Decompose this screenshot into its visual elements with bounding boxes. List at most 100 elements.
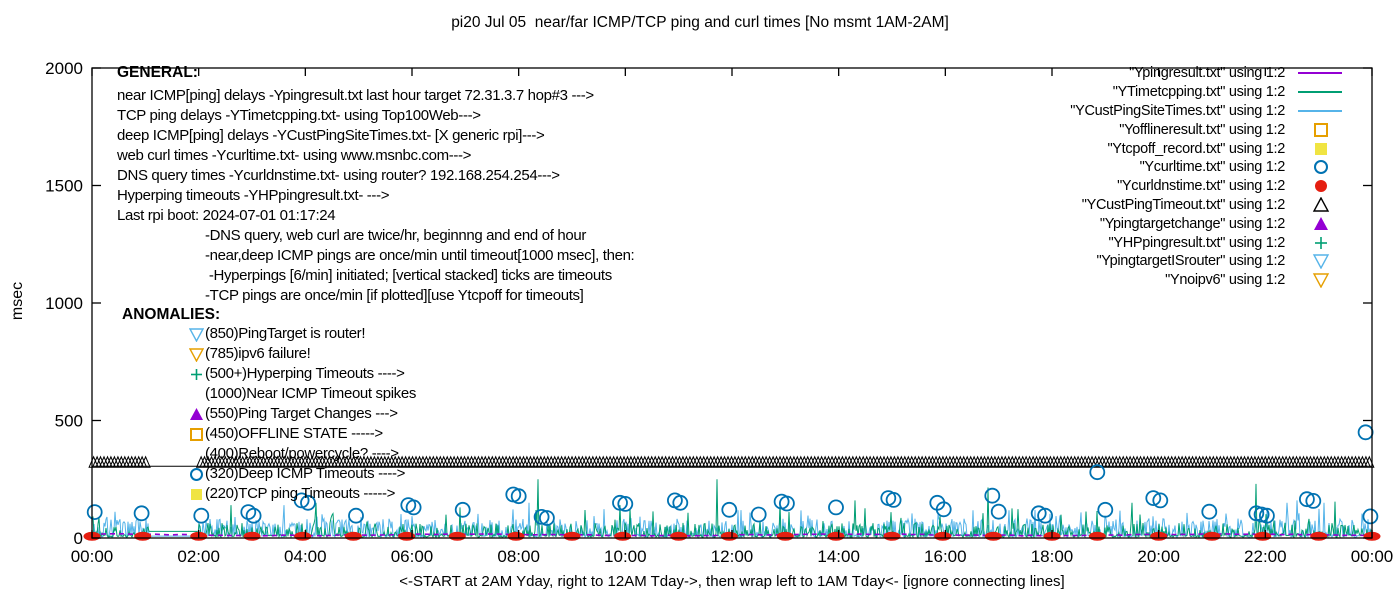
- dns-time-point: [670, 531, 688, 541]
- anomaly-item: (450)OFFLINE STATE ----->: [189, 424, 416, 444]
- curl-time-point: [990, 503, 1007, 520]
- x-tick-label: 06:00: [391, 547, 434, 566]
- legend-label: "YHPpingresult.txt" using 1:2: [1108, 234, 1286, 251]
- plus-icon: [1315, 236, 1327, 249]
- dns-time-point: [827, 531, 845, 541]
- filled-square-icon: [191, 488, 202, 500]
- curl-time-point: [984, 487, 1001, 504]
- open-triangle-down-icon: [189, 347, 204, 362]
- filled-circle-icon: [1315, 180, 1327, 193]
- legend-sample: [1293, 122, 1349, 138]
- curl-time-point: [1357, 424, 1374, 441]
- legend-entry: "Yofflineresult.txt" using 1:2: [1030, 120, 1349, 139]
- legend-sample: [1293, 178, 1349, 194]
- anomaly-icon-cell: [189, 467, 205, 482]
- open-triangle-down-icon: [189, 327, 204, 342]
- open-square-icon: [190, 427, 203, 441]
- anomaly-text: (220)TCP ping Timeouts ----->: [205, 485, 396, 502]
- dns-time-point: [776, 531, 794, 541]
- x-tick-label: 02:00: [177, 547, 220, 566]
- legend-sample: [1293, 65, 1349, 81]
- curl-time-point: [133, 505, 150, 522]
- x-axis-caption: <-START at 2AM Yday, right to 12AM Tday-…: [399, 573, 1065, 590]
- legend-label: "Ytcpoff_record.txt" using 1:2: [1107, 140, 1285, 157]
- x-tick-label: 22:00: [1244, 547, 1287, 566]
- y-tick-label: 0: [74, 529, 83, 548]
- general-line: DNS query times -Ycurldnstime.txt- using…: [117, 167, 560, 184]
- legend-sample: [1293, 272, 1349, 289]
- dns-time-point: [614, 531, 632, 541]
- legend-sample: [1293, 216, 1349, 232]
- curl-time-point: [1305, 492, 1322, 509]
- legend-label: "YTimetcpping.txt" using 1:2: [1112, 84, 1286, 101]
- general-lines: near ICMP[ping] delays -Ypingresult.txt …: [117, 86, 594, 226]
- legend-label: "YCustPingTimeout.txt" using 1:2: [1081, 196, 1286, 213]
- curl-time-point: [1097, 501, 1114, 518]
- curl-time-point: [612, 494, 628, 511]
- open-triangle-down-icon: [1312, 254, 1330, 270]
- open-circle-icon: [1314, 160, 1328, 175]
- legend-entry: "Ycurltime.txt" using 1:2: [1030, 158, 1349, 177]
- legend-label: "YpingtargetISrouter" using 1:2: [1096, 253, 1285, 270]
- dns-time-point: [1310, 531, 1328, 541]
- x-tick-label: 20:00: [1137, 547, 1180, 566]
- curl-time-point: [1259, 507, 1275, 524]
- dns-time-point: [1203, 531, 1221, 541]
- curl-time-point: [779, 495, 795, 512]
- legend-entry: "Ypingresult.txt" using 1:2: [1030, 64, 1349, 83]
- curl-time-point: [405, 499, 422, 516]
- legend-entry: "Ynoipv6" using 1:2: [1030, 271, 1349, 290]
- legend-entry: "YHPpingresult.txt" using 1:2: [1030, 233, 1349, 252]
- general-indented-line: -Hyperpings [6/min] initiated; [vertical…: [205, 267, 612, 284]
- legend-sample: [1293, 141, 1349, 157]
- anomaly-icon-cell: [189, 447, 205, 462]
- anomalies-heading: ANOMALIES:: [122, 306, 221, 323]
- general-heading: GENERAL:: [117, 64, 198, 81]
- dns-time-point: [1088, 531, 1106, 541]
- anomaly-icon-cell: [189, 347, 205, 362]
- y-tick-label: 500: [55, 412, 83, 431]
- filled-triangle-up-icon: [190, 407, 203, 420]
- y-tick-label: 2000: [45, 59, 83, 78]
- general-indented-line: -near,deep ICMP pings are once/min until…: [205, 247, 635, 264]
- legend-sample: [1293, 253, 1349, 270]
- anomaly-text: (550)Ping Target Changes --->: [205, 405, 398, 422]
- anomaly-icon-cell: [189, 367, 205, 382]
- anomaly-item: (1000)Near ICMP Timeout spikes: [189, 384, 416, 404]
- curl-time-point: [86, 504, 103, 520]
- x-tick-label: 16:00: [924, 547, 967, 566]
- filled-square-icon: [1315, 142, 1327, 155]
- anomaly-item: (320)Deep ICMP Timeouts ---->: [189, 464, 416, 484]
- x-tick-label: 10:00: [604, 547, 647, 566]
- legend-entry: "Ytcpoff_record.txt" using 1:2: [1030, 139, 1349, 158]
- curl-time-point: [348, 507, 364, 524]
- dns-time-point: [984, 531, 1002, 541]
- y-tick-label: 1000: [45, 294, 83, 313]
- legend-label: "Yofflineresult.txt" using 1:2: [1119, 121, 1285, 138]
- anomaly-icon-cell: [189, 387, 205, 402]
- anomaly-item: (400)Reboot/powercycle? ---->: [189, 444, 416, 464]
- x-tick-label: 04:00: [284, 547, 327, 566]
- general-line: web curl times -Ycurltime.txt- using www…: [117, 147, 472, 164]
- dns-time-point: [720, 531, 738, 541]
- dns-time-point: [1254, 531, 1272, 541]
- curl-time-point: [1089, 464, 1106, 481]
- chart-title: pi20 Jul 05 near/far ICMP/TCP ping and c…: [451, 14, 949, 31]
- legend-label: "YCustPingSiteTimes.txt" using 1:2: [1070, 102, 1285, 119]
- anomaly-icon-cell: [189, 487, 205, 502]
- curl-time-point: [750, 506, 767, 523]
- dns-time-point: [883, 531, 901, 541]
- legend-entry: "YpingtargetISrouter" using 1:2: [1030, 252, 1349, 271]
- y-tick-label: 1500: [45, 177, 83, 196]
- curl-time-point: [885, 491, 902, 508]
- legend-entry: "Ypingtargetchange" using 1:2: [1030, 214, 1349, 233]
- anomaly-item: (550)Ping Target Changes --->: [189, 404, 416, 424]
- legend-sample: [1293, 235, 1349, 251]
- curl-time-point: [510, 488, 527, 505]
- curl-time-point: [617, 495, 634, 512]
- line-sample-icon: [1298, 91, 1342, 94]
- dns-time-point: [243, 531, 261, 541]
- curl-time-point: [300, 494, 316, 511]
- anomaly-text: (400)Reboot/powercycle? ---->: [205, 445, 399, 462]
